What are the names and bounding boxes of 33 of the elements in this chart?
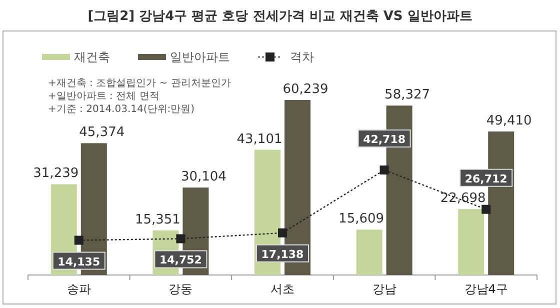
- annotation: +기준 : 2014.03.14(단위:만원): [48, 104, 195, 115]
- data-label: 49,410: [486, 113, 532, 128]
- bar: [356, 230, 382, 275]
- chart-title: [그림2] 강남4구 평균 호당 전세가격 비교 재건축 VS 일반아파트: [88, 9, 472, 24]
- point: [482, 204, 491, 214]
- data-label: 15,351: [134, 212, 180, 228]
- data-label: 26,712: [464, 172, 508, 186]
- point: [380, 166, 389, 174]
- legend-label: 일반아파트: [170, 50, 230, 64]
- data-label: 14,752: [159, 254, 202, 267]
- data-label: 15,609: [338, 212, 384, 227]
- data-label: 14,135: [58, 255, 100, 268]
- point: [74, 236, 84, 245]
- x-tick-label: 강남: [372, 282, 396, 296]
- x-tick-label: 강동: [168, 282, 193, 296]
- legend-label: 재건축: [74, 50, 110, 64]
- legend-label: 격차: [290, 50, 314, 64]
- data-label: 30,104: [180, 170, 226, 185]
- text: +재건축 : 조합설립인가 ~ 관리처분인가: [48, 78, 231, 89]
- annotation: +일반아파트 : 전체 면적: [48, 91, 160, 102]
- x-tick-label: 강남4구: [464, 282, 508, 296]
- bar: [458, 209, 484, 275]
- data-label: 42,718: [363, 133, 406, 146]
- data-label: 31,239: [33, 166, 79, 182]
- data-label: 60,239: [282, 82, 328, 97]
- x-tick-label: 서초: [270, 282, 294, 296]
- data-label: 43,101: [236, 132, 282, 147]
- point: [176, 234, 186, 244]
- point: [278, 228, 287, 238]
- data-label: 58,327: [384, 88, 430, 103]
- data-label: 45,374: [79, 125, 125, 140]
- data-label: 17,138: [261, 248, 304, 261]
- x-tick-label: 송파: [66, 282, 91, 296]
